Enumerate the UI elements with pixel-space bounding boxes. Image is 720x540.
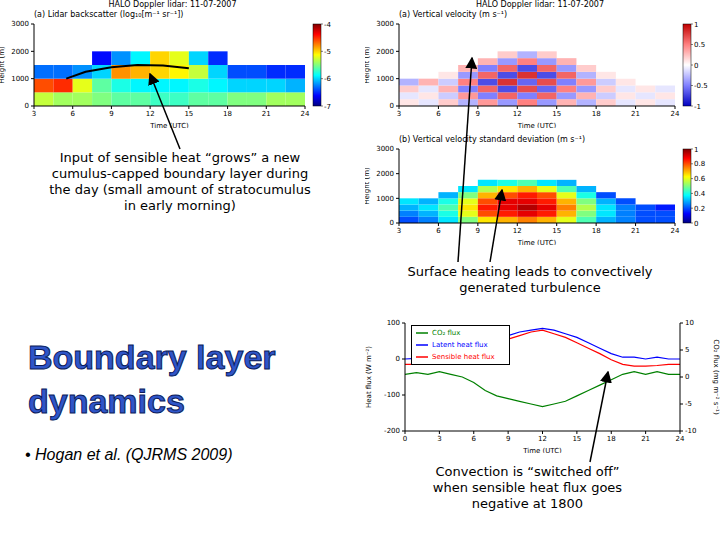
svg-text:24: 24 xyxy=(676,435,685,443)
svg-text:Time (UTC): Time (UTC) xyxy=(517,239,557,245)
svg-text:1000: 1000 xyxy=(376,75,394,83)
svg-text:10: 10 xyxy=(685,319,694,327)
svg-text:Time (UTC): Time (UTC) xyxy=(522,447,562,453)
svg-text:Height (m): Height (m) xyxy=(365,167,371,205)
svg-text:21: 21 xyxy=(262,110,271,118)
svg-text:21: 21 xyxy=(641,435,650,443)
svg-text:9: 9 xyxy=(109,110,113,118)
svg-text:24: 24 xyxy=(671,227,680,235)
svg-text:6: 6 xyxy=(472,435,477,443)
svg-text:0: 0 xyxy=(390,219,394,227)
html-text:HALO Doppler lidar: 11-07-2007: HALO Doppler lidar: 11-07-2007 xyxy=(108,0,237,9)
html-text:Boundary layer dynamics: Boundary layer dynamics xyxy=(28,338,276,420)
svg-text:2000: 2000 xyxy=(11,48,29,56)
svg-text:2000: 2000 xyxy=(376,170,394,178)
svg-text:1: 1 xyxy=(694,21,698,29)
svg-text:21: 21 xyxy=(631,227,640,235)
svg-text:0.5: 0.5 xyxy=(694,41,705,49)
svg-text:0.6: 0.6 xyxy=(694,175,706,183)
svg-text:Heat flux (W m⁻²): Heat flux (W m⁻²) xyxy=(365,346,373,408)
html-text:Input of sensible heat “grows”: Input of sensible heat “grows” a new cum… xyxy=(49,150,311,213)
svg-text:-1: -1 xyxy=(694,103,701,111)
svg-text:0: 0 xyxy=(694,220,698,228)
svg-text:3000: 3000 xyxy=(376,20,394,28)
svg-text:3: 3 xyxy=(397,227,401,235)
svg-text:-5: -5 xyxy=(685,400,692,408)
svg-text:9: 9 xyxy=(476,110,480,118)
svg-text:3000: 3000 xyxy=(11,20,29,28)
svg-text:-100: -100 xyxy=(384,391,400,399)
html-text:Surface heating leads to conve: Surface heating leads to convectively ge… xyxy=(407,264,653,295)
svg-text:-5: -5 xyxy=(324,48,331,56)
svg-text:18: 18 xyxy=(223,110,232,118)
html-text:HALO Doppler lidar: 11-07-2007: HALO Doppler lidar: 11-07-2007 xyxy=(476,0,604,9)
html-text:(a) Vertical velocity (m s⁻¹): (a) Vertical velocity (m s⁻¹) xyxy=(399,10,508,19)
svg-text:24: 24 xyxy=(301,110,310,118)
svg-text:1000: 1000 xyxy=(11,75,29,83)
html-text:Sensible heat flux: Sensible heat flux xyxy=(432,352,495,361)
html-text:Latent heat flux: Latent heat flux xyxy=(432,340,488,349)
svg-text:3: 3 xyxy=(437,435,441,443)
svg-text:15: 15 xyxy=(184,110,193,118)
svg-text:-0.5: -0.5 xyxy=(694,82,708,90)
svg-text:18: 18 xyxy=(592,110,601,118)
svg-text:18: 18 xyxy=(607,435,616,443)
svg-text:Time (UTC): Time (UTC) xyxy=(517,122,557,128)
svg-text:6: 6 xyxy=(436,227,441,235)
svg-text:-7: -7 xyxy=(324,103,331,111)
svg-text:21: 21 xyxy=(631,110,640,118)
html-text:(a) Lidar backscatter (log₁₀[m: (a) Lidar backscatter (log₁₀[m⁻¹ sr⁻¹]) xyxy=(34,10,184,19)
svg-text:0.4: 0.4 xyxy=(694,190,706,198)
html-text:(b) Vertical velocity standard: (b) Vertical velocity standard deviation… xyxy=(399,135,586,144)
svg-text:1000: 1000 xyxy=(376,195,394,203)
svg-text:-200: -200 xyxy=(384,427,400,435)
svg-text:9: 9 xyxy=(506,435,510,443)
svg-text:24: 24 xyxy=(671,110,680,118)
svg-text:CO₂ flux (mg m⁻² s⁻¹): CO₂ flux (mg m⁻² s⁻¹) xyxy=(712,339,713,415)
svg-text:3: 3 xyxy=(32,110,36,118)
html-text:CO₂ flux: CO₂ flux xyxy=(432,328,461,337)
svg-text:-4: -4 xyxy=(324,21,332,29)
svg-text:15: 15 xyxy=(552,227,561,235)
svg-text:0.2: 0.2 xyxy=(694,205,705,213)
svg-text:Height (m): Height (m) xyxy=(365,46,371,84)
svg-text:15: 15 xyxy=(552,110,561,118)
svg-text:12: 12 xyxy=(513,110,522,118)
svg-text:0: 0 xyxy=(685,373,689,381)
svg-text:100: 100 xyxy=(387,319,400,327)
svg-text:6: 6 xyxy=(70,110,75,118)
svg-text:15: 15 xyxy=(572,435,581,443)
svg-text:0: 0 xyxy=(694,62,698,70)
svg-text:18: 18 xyxy=(592,227,601,235)
svg-text:0: 0 xyxy=(403,435,407,443)
svg-text:0: 0 xyxy=(390,102,394,110)
svg-text:1: 1 xyxy=(694,146,698,154)
svg-text:12: 12 xyxy=(513,227,522,235)
html-text:• Hogan et al. (QJRMS 2009): • Hogan et al. (QJRMS 2009) xyxy=(25,446,233,463)
svg-text:Time (UTC): Time (UTC) xyxy=(149,122,189,128)
svg-text:0: 0 xyxy=(25,102,29,110)
svg-text:12: 12 xyxy=(146,110,155,118)
html-text:Convection is “switched off” w: Convection is “switched off” when sensib… xyxy=(432,464,623,511)
svg-text:5: 5 xyxy=(685,346,689,354)
svg-text:3: 3 xyxy=(397,110,401,118)
svg-text:-10: -10 xyxy=(685,427,696,435)
svg-text:0.8: 0.8 xyxy=(694,160,705,168)
svg-text:2000: 2000 xyxy=(376,48,394,56)
svg-text:9: 9 xyxy=(476,227,480,235)
svg-text:3000: 3000 xyxy=(376,145,394,153)
svg-text:0: 0 xyxy=(396,355,400,363)
svg-text:6: 6 xyxy=(436,110,441,118)
svg-text:-6: -6 xyxy=(324,75,332,83)
svg-text:12: 12 xyxy=(538,435,547,443)
